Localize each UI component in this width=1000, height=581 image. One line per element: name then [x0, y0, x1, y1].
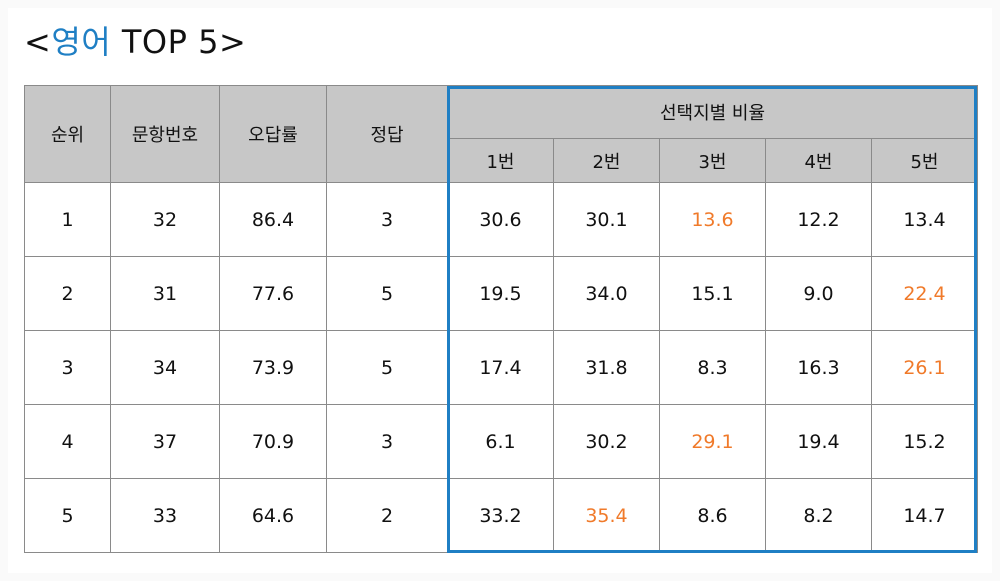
title-prefix: <: [24, 23, 52, 61]
cell-choice-4: 8.2: [765, 478, 872, 553]
cell-choice-1: 17.4: [447, 330, 554, 405]
cell-choice-5: 15.2: [871, 404, 978, 479]
table-body: 1 32 86.4 3 30.6 30.1 13.6 12.2 13.4 2 31 77.6 5 19.5…: [24, 182, 978, 553]
header-choice-4: 4번: [765, 138, 872, 183]
table-row: 1 32 86.4 3 30.6 30.1 13.6 12.2 13.4: [24, 182, 978, 257]
cell-choice-1: 33.2: [447, 478, 554, 553]
header-question: 문항번호: [110, 85, 220, 183]
cell-answer: 2: [326, 478, 448, 553]
cell-choice-3: 29.1: [659, 404, 766, 479]
cell-choice-5: 26.1: [871, 330, 978, 405]
cell-choice-3: 15.1: [659, 256, 766, 331]
title-suffix: TOP 5>: [111, 23, 247, 61]
table-row: 4 37 70.9 3 6.1 30.2 29.1 19.4 15.2: [24, 404, 978, 479]
header-choice-3: 3번: [659, 138, 766, 183]
header-rank: 순위: [24, 85, 111, 183]
cell-question: 32: [110, 182, 220, 257]
header-choice-group: 선택지별 비율: [447, 85, 978, 139]
cell-question: 33: [110, 478, 220, 553]
page-title: <영어 TOP 5>: [24, 20, 246, 64]
header-choice-2: 2번: [553, 138, 660, 183]
cell-choice-1: 30.6: [447, 182, 554, 257]
cell-choice-5: 22.4: [871, 256, 978, 331]
cell-choice-2: 31.8: [553, 330, 660, 405]
cell-choice-4: 9.0: [765, 256, 872, 331]
cell-rank: 1: [24, 182, 111, 257]
cell-question: 34: [110, 330, 220, 405]
cell-choice-1: 6.1: [447, 404, 554, 479]
cell-choice-5: 13.4: [871, 182, 978, 257]
cell-choice-2: 35.4: [553, 478, 660, 553]
header-error-rate: 오답률: [219, 85, 327, 183]
cell-choice-5: 14.7: [871, 478, 978, 553]
cell-answer: 3: [326, 182, 448, 257]
cell-rank: 2: [24, 256, 111, 331]
cell-rank: 4: [24, 404, 111, 479]
cell-choice-3: 13.6: [659, 182, 766, 257]
table-row: 5 33 64.6 2 33.2 35.4 8.6 8.2 14.7: [24, 478, 978, 553]
cell-choice-1: 19.5: [447, 256, 554, 331]
cell-rank: 5: [24, 478, 111, 553]
title-highlight: 영어: [51, 23, 112, 61]
cell-choice-3: 8.6: [659, 478, 766, 553]
cell-answer: 5: [326, 256, 448, 331]
cell-answer: 5: [326, 330, 448, 405]
table-row: 2 31 77.6 5 19.5 34.0 15.1 9.0 22.4: [24, 256, 978, 331]
cell-choice-3: 8.3: [659, 330, 766, 405]
cell-error-rate: 64.6: [219, 478, 327, 553]
cell-question: 31: [110, 256, 220, 331]
cell-error-rate: 86.4: [219, 182, 327, 257]
cell-choice-4: 16.3: [765, 330, 872, 405]
cell-rank: 3: [24, 330, 111, 405]
cell-error-rate: 70.9: [219, 404, 327, 479]
cell-choice-4: 19.4: [765, 404, 872, 479]
cell-choice-2: 34.0: [553, 256, 660, 331]
header-choice-1: 1번: [447, 138, 554, 183]
cell-choice-4: 12.2: [765, 182, 872, 257]
header-answer: 정답: [326, 85, 448, 183]
table-row: 3 34 73.9 5 17.4 31.8 8.3 16.3 26.1: [24, 330, 978, 405]
header-choice-5: 5번: [871, 138, 978, 183]
cell-choice-2: 30.2: [553, 404, 660, 479]
cell-choice-2: 30.1: [553, 182, 660, 257]
cell-answer: 3: [326, 404, 448, 479]
cell-error-rate: 73.9: [219, 330, 327, 405]
table-header: 순위 문항번호 오답률 정답 선택지별 비율 1번 2번 3번 4번 5번: [24, 85, 978, 183]
cell-error-rate: 77.6: [219, 256, 327, 331]
cell-question: 37: [110, 404, 220, 479]
